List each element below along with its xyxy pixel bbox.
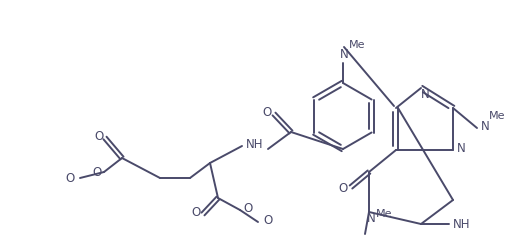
Text: O: O <box>337 181 347 195</box>
Text: O: O <box>92 166 101 178</box>
Text: N: N <box>456 142 465 155</box>
Text: N: N <box>339 47 348 60</box>
Text: O: O <box>262 106 271 118</box>
Text: Me: Me <box>488 111 504 121</box>
Text: O: O <box>94 131 103 143</box>
Text: O: O <box>191 206 200 219</box>
Text: Me: Me <box>348 40 364 50</box>
Text: N: N <box>420 88 429 102</box>
Text: N: N <box>479 120 489 134</box>
Text: Me: Me <box>375 209 391 219</box>
Text: O: O <box>263 214 272 228</box>
Text: O: O <box>243 203 252 215</box>
Text: NH: NH <box>453 217 470 231</box>
Text: NH: NH <box>246 139 263 151</box>
Text: O: O <box>65 172 74 184</box>
Text: N: N <box>366 212 375 226</box>
